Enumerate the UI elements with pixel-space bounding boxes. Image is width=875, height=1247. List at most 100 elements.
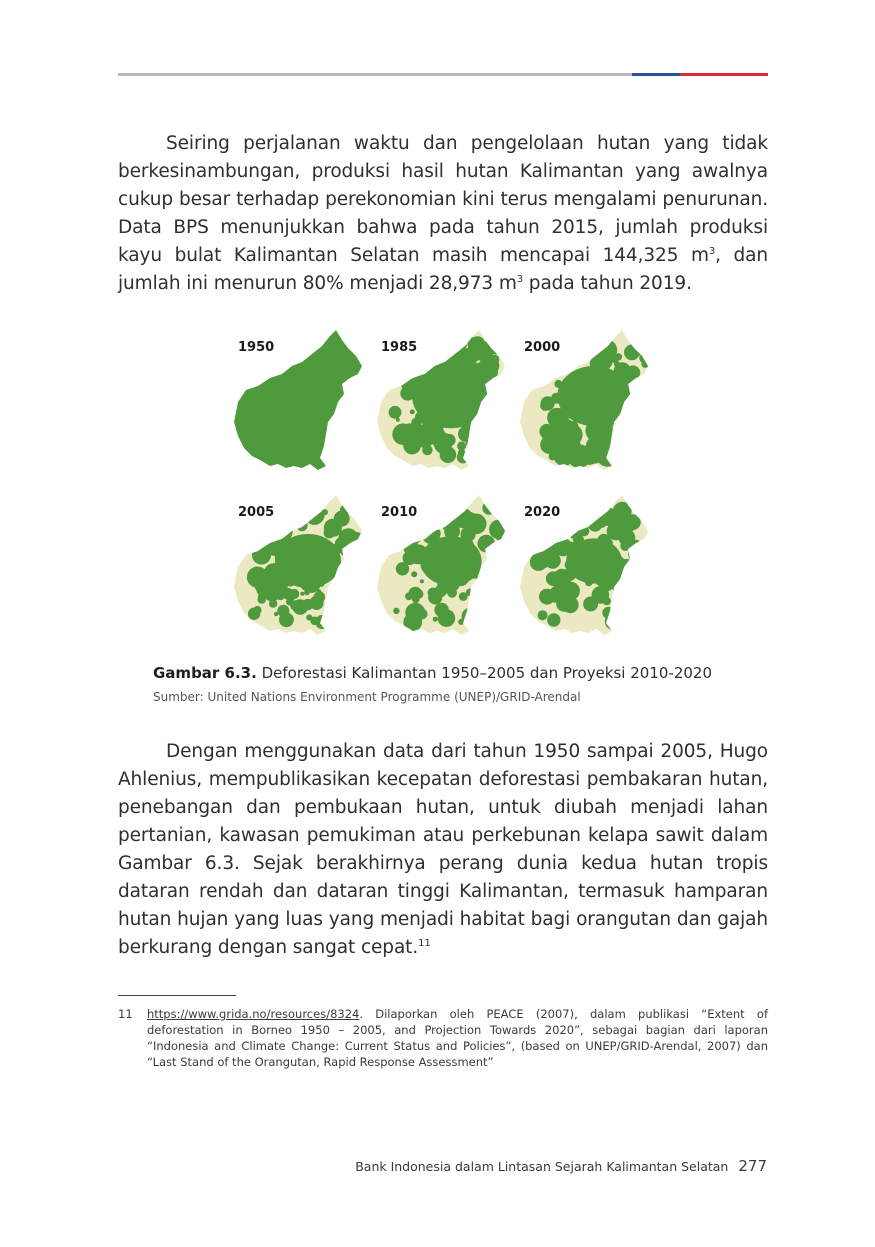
forest-patch	[584, 445, 593, 455]
forest-patch	[423, 425, 440, 442]
forest-patch	[335, 580, 350, 595]
forest-patch	[484, 589, 491, 596]
forest-patch	[247, 538, 256, 547]
forest-patch	[333, 579, 354, 600]
forest-patch	[349, 574, 362, 593]
forest-patch	[481, 418, 493, 429]
forest-patch	[614, 353, 623, 361]
forest-patch	[479, 441, 485, 448]
forest-patch	[409, 586, 422, 600]
forest-patch	[495, 402, 505, 415]
footnote-body: https://www.grida.no/resources/8324. Dil…	[147, 1006, 768, 1070]
footnote-reference[interactable]: 11	[418, 937, 431, 949]
forest-patch	[415, 354, 423, 362]
paragraph-2: Dengan menggunakan data dari tahun 1950 …	[118, 738, 768, 962]
forest-patch	[624, 595, 644, 615]
forest-patch	[256, 579, 275, 598]
forest-patch	[411, 571, 418, 578]
paragraph-1-text-a: Seiring perjalanan waktu dan pengelolaan…	[118, 133, 768, 266]
forest-patch	[631, 443, 648, 465]
forest-patch	[560, 349, 566, 355]
forest-patch	[636, 384, 648, 397]
forest-patch	[578, 525, 590, 537]
forest-patch	[620, 609, 638, 626]
forest-patch	[554, 355, 566, 367]
forest-patch	[633, 596, 647, 610]
forest-patch	[418, 344, 438, 364]
forest-patch	[495, 540, 505, 553]
forest-patch	[334, 596, 340, 602]
forest-patch	[388, 405, 402, 419]
forest-patch	[430, 587, 435, 593]
forest-patch	[611, 577, 628, 594]
forest-patch	[437, 609, 456, 627]
forest-patch	[598, 444, 617, 462]
forest-patch	[487, 446, 503, 462]
forest-patch	[484, 593, 492, 601]
borneo-map	[377, 330, 505, 470]
forest-patch	[549, 585, 567, 603]
forest-patch	[488, 598, 503, 613]
forest-patch	[559, 427, 576, 444]
forest-core	[412, 363, 490, 429]
forest-patch	[395, 562, 410, 576]
forest-patch	[304, 504, 325, 525]
page-footer: Bank Indonesia dalam Lintasan Sejarah Ka…	[355, 1157, 767, 1175]
forest-patch	[466, 588, 475, 597]
forest-patch	[553, 444, 575, 466]
forest-patch	[468, 428, 480, 440]
forest-patch	[624, 344, 640, 361]
borneo-map	[520, 330, 648, 470]
footnote-link[interactable]: https://www.grida.no/resources/8324	[147, 1007, 360, 1021]
page-number: 277	[738, 1157, 767, 1175]
borneo-map	[234, 495, 362, 635]
forest-patch	[617, 588, 636, 608]
footnote-separator	[118, 995, 236, 996]
forest-patch	[474, 602, 488, 616]
map-year-label: 2010	[381, 505, 418, 520]
borneo-map	[377, 495, 505, 635]
forest-core	[275, 534, 341, 588]
forest-patch	[458, 592, 468, 601]
forest-patch	[269, 599, 278, 608]
borneo-map	[234, 330, 362, 470]
forest-patch	[547, 613, 561, 627]
figure-caption-label: Gambar 6.3.	[153, 664, 257, 682]
figure-caption-text: Deforestasi Kalimantan 1950–2005 dan Pro…	[256, 664, 712, 682]
map-panel: 2020	[516, 483, 656, 638]
forest-patch	[485, 405, 491, 412]
forest-patch	[548, 452, 557, 461]
footnote: 11 https://www.grida.no/resources/8324. …	[118, 1006, 768, 1070]
forest-patch	[290, 600, 301, 611]
figure-source: Sumber: United Nations Environment Progr…	[153, 690, 581, 704]
forest-patch	[625, 446, 643, 465]
forest-patch	[389, 364, 398, 373]
forest-patch	[431, 338, 452, 359]
forest-patch	[407, 518, 419, 530]
forest-patch	[643, 568, 648, 572]
forest-patch	[538, 367, 551, 381]
forest-patch	[466, 430, 487, 452]
map-panel: 2000	[516, 318, 656, 473]
forest-patch	[628, 408, 647, 428]
forest-patch	[432, 616, 438, 622]
forest-patch	[493, 524, 505, 542]
forest-patch	[393, 607, 400, 614]
forest-patch	[615, 598, 633, 616]
forest-patch	[552, 520, 559, 527]
forest-patch	[540, 400, 551, 411]
superscript-cubic-b: 3	[516, 273, 524, 285]
forest-patch	[309, 595, 324, 610]
forest-patch	[460, 511, 478, 529]
forest-patch	[487, 337, 505, 355]
forest-patch	[639, 429, 648, 439]
forest-patch	[414, 557, 420, 562]
forest-patch	[349, 546, 362, 561]
forest-patch	[409, 409, 415, 415]
forest-patch	[539, 423, 555, 439]
forest-patch	[494, 396, 502, 403]
forest-patch	[248, 539, 254, 545]
forest-patch	[628, 544, 648, 564]
forest-patch	[564, 349, 582, 367]
header-rule-blue-accent	[632, 73, 680, 76]
